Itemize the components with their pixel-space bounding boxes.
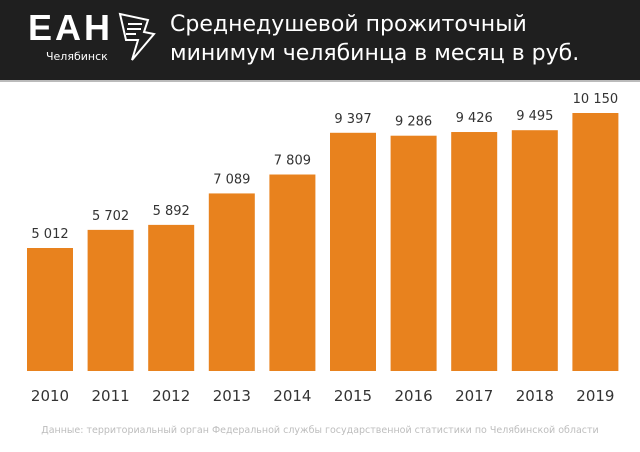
x-tick-label: 2010: [31, 387, 69, 405]
chart-title: Среднедушевой прожиточный минимум челябин…: [170, 10, 579, 68]
bar-2018: [511, 130, 558, 371]
value-label: 7 089: [213, 172, 250, 187]
lightning-icon: [118, 12, 156, 61]
x-tick-label: 2018: [516, 387, 554, 405]
bar-2015: [330, 132, 376, 371]
x-tick-label: 2014: [273, 387, 311, 405]
value-label: 7 809: [274, 154, 311, 169]
bar-2017: [451, 132, 498, 371]
value-label: 9 397: [334, 112, 371, 127]
bar-2012: [148, 224, 195, 371]
value-label: 10 150: [573, 92, 619, 107]
value-label: 9 495: [516, 109, 553, 124]
logo: ЕАН: [28, 7, 114, 48]
x-tick-label: 2011: [92, 387, 130, 405]
value-label: 9 286: [395, 115, 432, 130]
value-label: 5 012: [31, 227, 68, 242]
x-tick-label: 2015: [334, 387, 372, 405]
title-line-1: Среднедушевой прожиточный: [170, 12, 527, 37]
bar-2014: [269, 174, 316, 371]
x-tick-label: 2012: [152, 387, 190, 405]
bar-2019: [572, 113, 619, 371]
bar-2013: [208, 193, 255, 371]
source-note: Данные: территориальный орган Федерально…: [41, 425, 599, 436]
value-label: 9 426: [456, 111, 493, 126]
bar-2010: [27, 248, 73, 371]
title-line-2: минимум челябинца в месяц в руб.: [170, 41, 580, 66]
x-tick-label: 2017: [455, 387, 493, 405]
value-label: 5 702: [92, 209, 129, 224]
bar-2011: [87, 229, 134, 371]
header: ЕАН Челябинск Среднедушевой прожиточный м…: [0, 0, 640, 82]
bar-2016: [390, 135, 437, 371]
value-label: 5 892: [153, 204, 190, 219]
x-tick-label: 2016: [395, 387, 433, 405]
logo-subtitle: Челябинск: [46, 50, 108, 63]
x-tick-label: 2013: [213, 387, 251, 405]
x-tick-label: 2019: [576, 387, 614, 405]
